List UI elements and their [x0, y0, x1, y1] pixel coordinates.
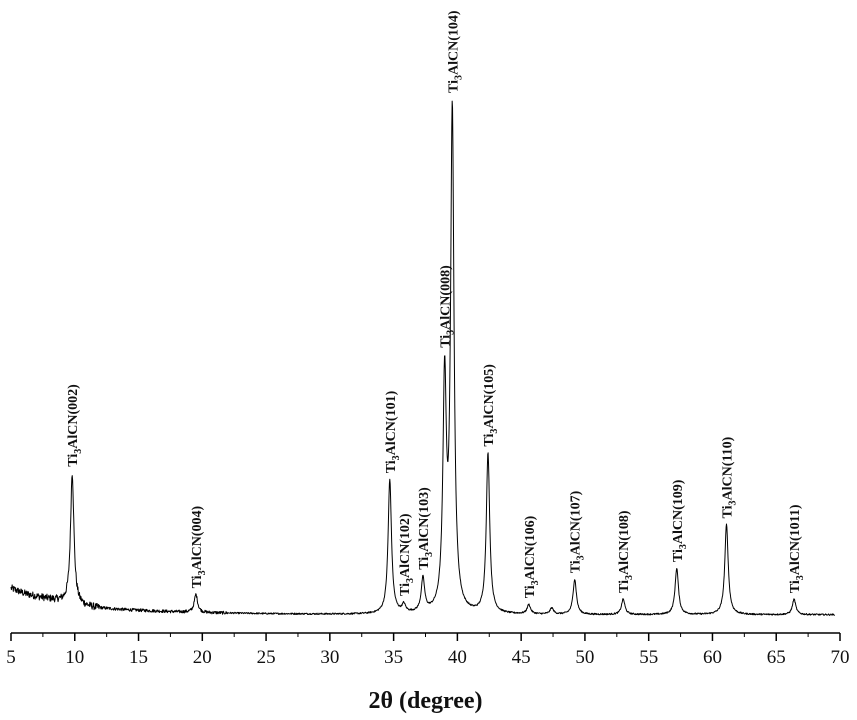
peak-label: Ti3AlCN(108)	[617, 510, 635, 593]
peak-label: Ti3AlCN(110)	[721, 436, 739, 518]
x-tick-label: 50	[575, 647, 594, 668]
x-tick-label: 40	[448, 647, 467, 668]
peak-label: Ti3AlCN(004)	[190, 506, 208, 589]
x-tick-label: 65	[767, 647, 786, 668]
x-tick-label: 60	[703, 647, 722, 668]
x-tick-label: 20	[193, 647, 212, 668]
peak-label: Ti3AlCN(107)	[569, 490, 587, 573]
peak-label: Ti3AlCN(109)	[671, 479, 689, 562]
x-tick-label: 15	[129, 647, 148, 668]
x-tick-label: 55	[639, 647, 658, 668]
peak-label: Ti3AlCN(101)	[384, 390, 402, 473]
peak-label: Ti3AlCN(1011)	[788, 504, 806, 593]
x-tick-label: 35	[384, 647, 403, 668]
x-tick-label: 30	[320, 647, 339, 668]
xrd-pattern-line	[10, 100, 835, 616]
peak-label: Ti3AlCN(102)	[398, 513, 416, 596]
x-tick-label: 45	[512, 647, 531, 668]
x-tick-label: 5	[6, 647, 16, 668]
peak-label: Ti3AlCN(105)	[482, 364, 500, 447]
x-tick-label: 70	[831, 647, 850, 668]
peak-label: Ti3AlCN(002)	[66, 384, 84, 467]
peak-label: Ti3AlCN(104)	[446, 10, 464, 93]
peak-label: Ti3AlCN(103)	[417, 487, 435, 570]
x-axis-ticks: 5 10 15 20 25 30 35 40 45 50 55 60 65 70	[6, 633, 850, 668]
peak-labels: Ti3AlCN(002) Ti3AlCN(004) Ti3AlCN(101) Ti3A…	[66, 10, 806, 598]
x-tick-label: 10	[65, 647, 84, 668]
peak-label: Ti3AlCN(106)	[523, 515, 541, 598]
x-axis-title: 2θ (degree)	[368, 688, 482, 714]
x-tick-label: 25	[257, 647, 276, 668]
